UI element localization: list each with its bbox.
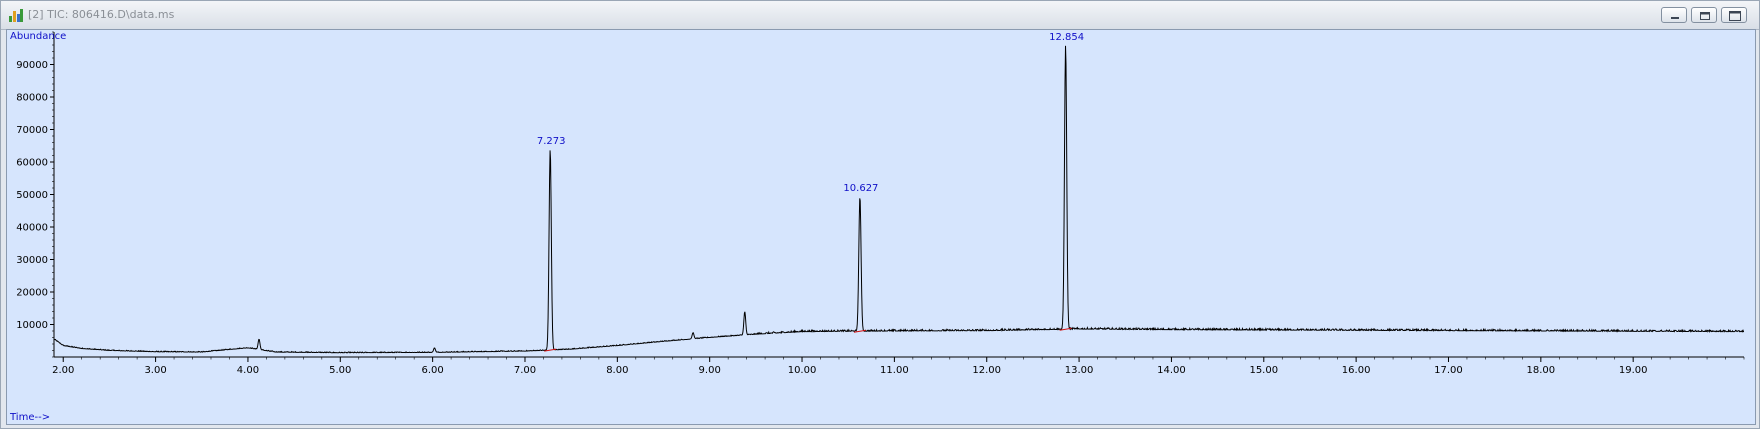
peak-label: 10.627 — [843, 183, 878, 194]
minimize-button[interactable] — [1661, 7, 1687, 23]
chromatogram-plot-area[interactable]: 10000 20000 30000 40000 50000 60000 70000 80000… — [6, 29, 1756, 425]
x-tick-label: 11.00 — [880, 365, 909, 376]
x-tick-label: 7.00 — [514, 365, 536, 376]
label-layer: 7.273 10.627 12.854 — [537, 32, 1084, 352]
peak-label: 12.854 — [1049, 32, 1084, 43]
y-tick-label: 90000 — [16, 60, 48, 71]
y-tick-label: 60000 — [16, 158, 48, 169]
x-tick-label: 12.00 — [972, 365, 1001, 376]
y-tick-label: 10000 — [16, 320, 48, 331]
restore-button[interactable] — [1691, 7, 1717, 23]
title-bar[interactable]: [2] TIC: 806416.D\data.ms — [1, 1, 1759, 30]
axes: 10000 20000 30000 40000 50000 60000 70000 80000… — [16, 31, 1745, 376]
x-tick-label: 3.00 — [144, 365, 166, 376]
x-tick-label: 15.00 — [1249, 365, 1278, 376]
tic-trace — [53, 45, 1744, 354]
x-tick-label: 10.00 — [788, 365, 817, 376]
x-tick-label: 17.00 — [1434, 365, 1463, 376]
x-tick-label: 6.00 — [422, 365, 444, 376]
minimize-icon — [1671, 17, 1679, 19]
y-tick-label: 70000 — [16, 125, 48, 136]
y-axis-label: Abundance — [10, 31, 66, 42]
y-tick-label: 30000 — [16, 255, 48, 266]
peak-label: 7.273 — [537, 136, 566, 147]
chromatogram-chart: 10000 20000 30000 40000 50000 60000 70000 80000… — [9, 31, 1745, 423]
x-tick-label: 16.00 — [1342, 365, 1371, 376]
peak-baseline-mark — [1059, 327, 1072, 331]
x-tick-label: 13.00 — [1065, 365, 1094, 376]
y-tick-label: 50000 — [16, 190, 48, 201]
close-button[interactable] — [1721, 7, 1747, 23]
x-tick-label: 14.00 — [1157, 365, 1186, 376]
y-tick-label: 80000 — [16, 93, 48, 104]
chromatogram-app-icon — [9, 9, 23, 22]
y-tick-label: 20000 — [16, 288, 48, 299]
y-tick-label: 40000 — [16, 223, 48, 234]
x-tick-label: 2.00 — [52, 365, 74, 376]
x-tick-label: 8.00 — [606, 365, 628, 376]
trace-layer — [53, 45, 1744, 354]
restore-icon — [1700, 12, 1710, 20]
x-tick-label: 19.00 — [1619, 365, 1648, 376]
peak-baseline-mark — [853, 329, 867, 333]
peak-baseline-mark — [544, 348, 557, 352]
x-tick-label: 18.00 — [1527, 365, 1556, 376]
x-tick-label: 5.00 — [329, 365, 351, 376]
close-icon — [1729, 11, 1741, 21]
x-tick-label: 9.00 — [699, 365, 721, 376]
window-title: [2] TIC: 806416.D\data.ms — [28, 8, 175, 21]
x-tick-label: 4.00 — [237, 365, 259, 376]
x-axis-label: Time--> — [9, 412, 50, 423]
